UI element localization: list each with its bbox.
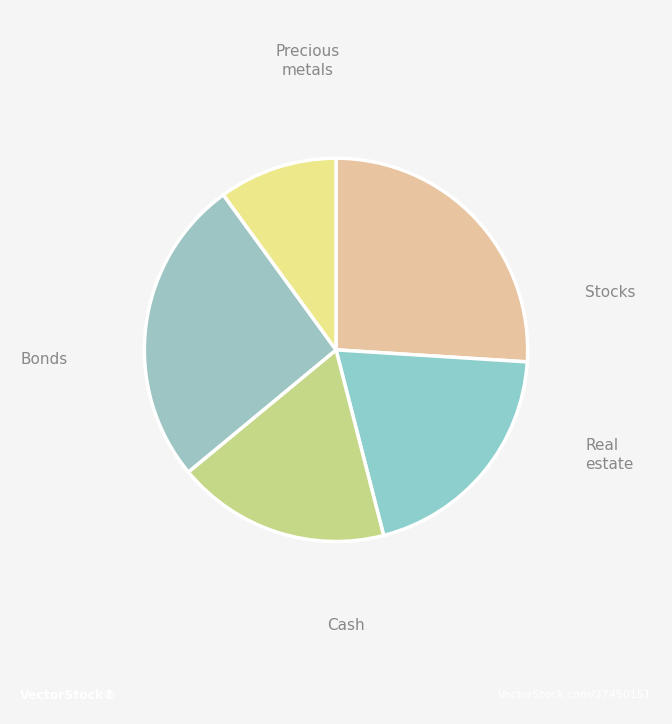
- Text: Precious
metals: Precious metals: [275, 44, 339, 77]
- Wedge shape: [188, 350, 384, 542]
- Text: Cash: Cash: [327, 618, 364, 634]
- Wedge shape: [336, 159, 528, 362]
- Text: Bonds: Bonds: [20, 352, 68, 367]
- Text: VectorStock.com/27450151: VectorStock.com/27450151: [498, 690, 652, 700]
- Wedge shape: [144, 195, 336, 472]
- Wedge shape: [336, 350, 528, 536]
- Wedge shape: [223, 159, 336, 350]
- Text: Real
estate: Real estate: [585, 439, 634, 472]
- Text: VectorStock®: VectorStock®: [20, 689, 117, 702]
- Text: Stocks: Stocks: [585, 285, 636, 300]
